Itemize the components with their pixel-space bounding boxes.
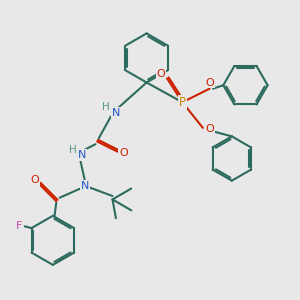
Text: H: H [102,102,110,112]
Text: O: O [119,148,128,158]
Text: P: P [179,96,186,109]
Text: N: N [112,107,120,118]
Text: H: H [69,145,76,155]
Text: O: O [205,124,214,134]
Text: O: O [157,69,165,79]
Text: N: N [81,181,89,191]
Text: N: N [78,150,86,160]
Text: O: O [31,175,40,185]
Text: F: F [16,221,22,231]
Text: O: O [205,77,214,88]
